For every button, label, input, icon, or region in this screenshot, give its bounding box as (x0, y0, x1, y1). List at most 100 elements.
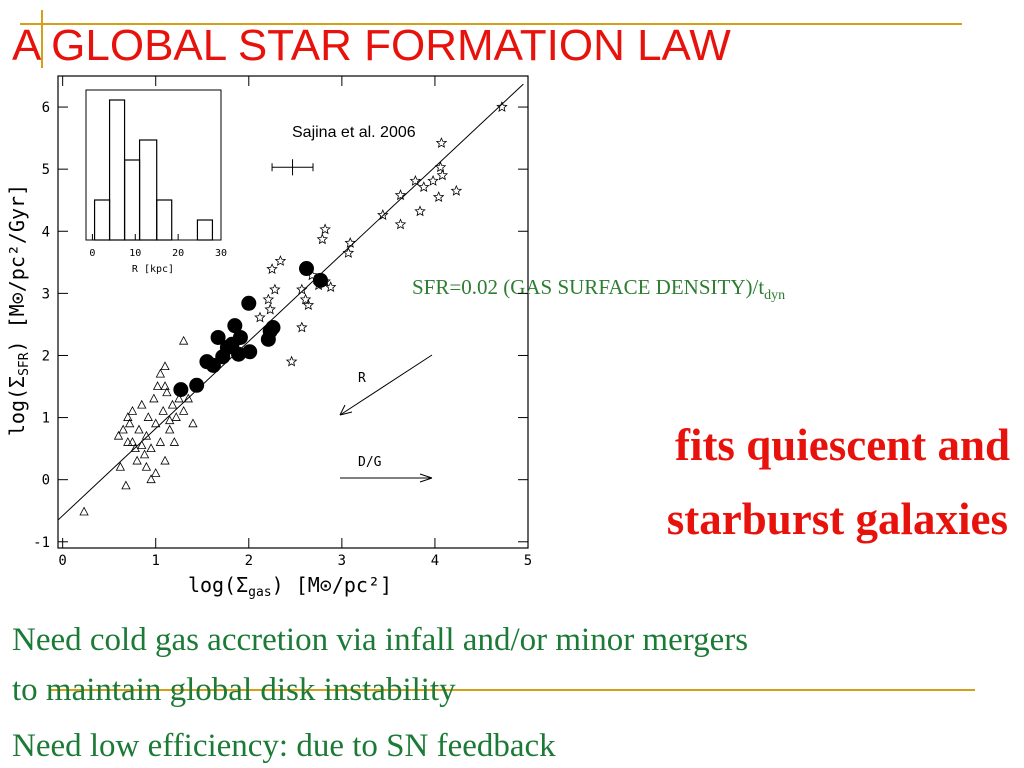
formula: SFR=0.02 (GAS SURFACE DENSITY)/tdyn (412, 275, 785, 303)
plot-frame (57, 75, 529, 549)
data-point (409, 174, 422, 186)
data-point (160, 455, 170, 465)
data-point (165, 415, 175, 425)
note-line: Need low efficiency: due to SN feedback (12, 728, 556, 764)
data-point (394, 189, 407, 201)
y-tick-label: 4 (42, 224, 50, 240)
data-point (316, 233, 329, 245)
data-point (132, 455, 142, 465)
data-point (344, 237, 356, 248)
claim-line: fits quiescent and (675, 420, 1010, 470)
data-point (137, 440, 147, 449)
data-point (189, 377, 205, 393)
data-point (123, 437, 133, 446)
data-point (137, 399, 147, 409)
data-point (298, 261, 314, 277)
fit-line (57, 83, 524, 521)
data-point (167, 399, 178, 409)
y-tick-label: 5 (42, 162, 50, 178)
data-point (115, 461, 126, 471)
data-point (160, 381, 170, 390)
data-point (262, 293, 275, 305)
x-tick-label: 2 (245, 553, 253, 569)
arrow-label: R (358, 371, 366, 386)
inset-frame (85, 89, 222, 241)
data-point (496, 101, 508, 112)
claim-line: starburst galaxies (667, 494, 1008, 544)
data-point (266, 263, 278, 275)
y-axis-title: log(ΣSFR) [M⊙/pc²/Gyr] (5, 184, 32, 436)
data-point (450, 184, 463, 196)
data-point (162, 387, 172, 397)
inset-x-title: R [kpc] (132, 264, 174, 275)
slide-title: A GLOBAL STAR FORMATION LAW (12, 21, 731, 70)
data-point (285, 355, 298, 367)
x-tick-label: 5 (524, 553, 532, 569)
arrow-r (339, 354, 433, 416)
label-part: ) [M⊙/pc²] (272, 573, 392, 597)
data-point (241, 295, 257, 311)
label-part: log(Σ (5, 376, 29, 436)
data-point (427, 174, 439, 186)
data-point (178, 335, 189, 345)
data-point (123, 412, 133, 421)
data-point (324, 281, 337, 293)
data-point (302, 299, 315, 311)
formula-main: SFR=0.02 (GAS SURFACE DENSITY)/t (412, 275, 764, 299)
label-sub: SFR (17, 352, 32, 376)
data-point (296, 321, 308, 333)
inset-x-tick-label: 10 (129, 248, 141, 259)
data-point (113, 430, 124, 440)
data-point (264, 303, 277, 315)
data-point (139, 449, 150, 459)
data-point (130, 443, 140, 453)
data-point (118, 424, 128, 434)
data-point (265, 320, 281, 336)
data-point (242, 344, 258, 360)
data-point (79, 506, 89, 516)
data-point (121, 480, 131, 490)
data-point (312, 279, 325, 291)
arrow-head (419, 473, 433, 483)
data-point (436, 169, 449, 181)
data-point (169, 437, 180, 446)
x-tick-label: 1 (152, 553, 160, 569)
data-point (232, 329, 248, 345)
y-tick-label: 2 (42, 348, 50, 364)
data-point (134, 424, 144, 434)
source-note: Sajina et al. 2006 (292, 124, 416, 141)
data-point (210, 329, 226, 345)
note-line: Need cold gas accretion via infall and/o… (12, 622, 748, 658)
data-point (434, 161, 447, 173)
data-point (178, 406, 189, 415)
data-point (173, 382, 189, 398)
y-tick-label: 0 (42, 473, 50, 489)
x-tick-label: 3 (338, 553, 346, 569)
data-point (394, 218, 407, 230)
data-point (174, 393, 184, 403)
data-point (432, 191, 445, 203)
error-bar (271, 159, 314, 176)
data-point (158, 406, 168, 415)
data-point (151, 468, 161, 477)
data-point (146, 474, 156, 484)
y-tick-label: 3 (42, 286, 50, 302)
data-point (306, 269, 318, 281)
data-point (141, 430, 152, 440)
data-point (160, 361, 170, 371)
data-point (377, 209, 389, 221)
data-point (127, 437, 138, 446)
data-point (254, 311, 266, 323)
y-tick-label: -1 (33, 535, 50, 551)
inset-x-tick-label: 20 (172, 248, 184, 259)
label-part: ) [M⊙/pc²/Gyr] (5, 184, 29, 353)
data-point (342, 246, 355, 258)
data-point (319, 223, 331, 235)
arrow-head (339, 404, 353, 416)
data-point (165, 424, 175, 434)
data-point (124, 418, 135, 428)
inset-x-tick-label: 30 (215, 248, 227, 259)
note-line: to maintain global disk instability (12, 672, 456, 708)
data-point (414, 205, 426, 217)
